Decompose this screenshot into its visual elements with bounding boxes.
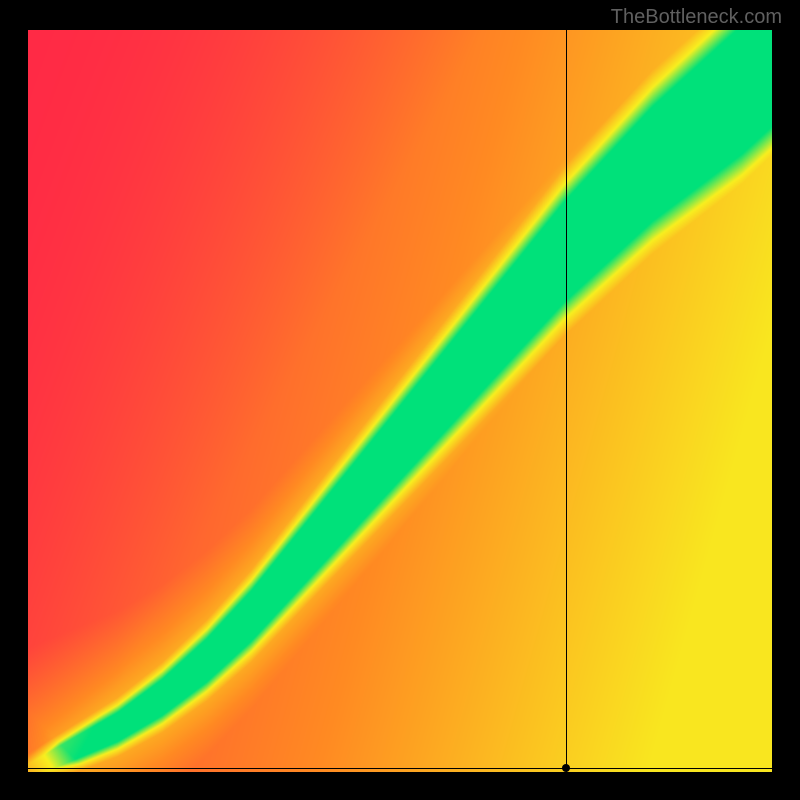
crosshair-horizontal [28,768,772,769]
crosshair-vertical [566,30,567,772]
watermark: TheBottleneck.com [611,6,782,29]
heatmap-plot [28,30,772,772]
heatmap-canvas [28,30,772,772]
crosshair-point [562,764,570,772]
